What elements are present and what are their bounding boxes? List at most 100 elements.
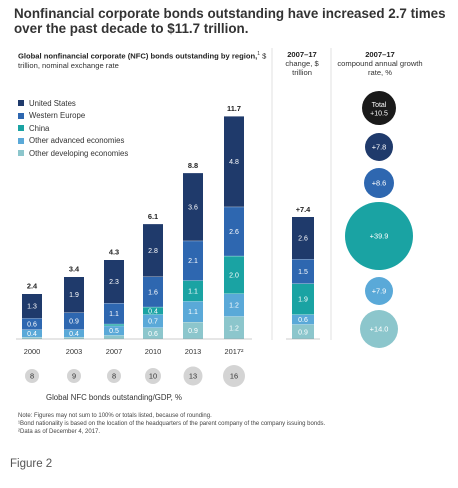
bar-segment-2017-china [224,255,244,294]
change-bar-segment-china [292,283,314,315]
legend-swatch [18,100,24,107]
note-bond-nationality: ¹Bond nationality is based on the locati… [18,420,326,427]
legend-swatch [18,125,24,132]
bar-segment-2010-western-europe [143,276,163,307]
x-tick-label-2003: 2003 [66,347,82,356]
bar-segment-2000-united-states [22,293,42,319]
growth-circle-western-europe [364,168,394,198]
growth-column-title: 2007–17 compound annual growth rate, % [330,50,430,77]
bar-segment-2003-other-advanced-economies [64,329,84,338]
legend-swatch [18,137,24,144]
segment-label-2017-united-states: 4.8 [229,159,239,166]
bar-segment-2000-other-advanced-economies [22,329,42,338]
x-tick-label-2017: 2017² [225,347,244,356]
change-column-title-rest: change, $ trillion [285,59,319,77]
segment-label-2013-western-europe: 2.1 [188,258,198,265]
bar-segment-2013-other-advanced-economies [183,301,203,322]
gdp-value-2013: 13 [189,372,197,381]
change-column-title: 2007–17 change, $ trillion [276,50,328,77]
bar-total-2003: 3.4 [69,265,80,274]
growth-circle-other-advanced-economies [365,277,393,305]
headline: Nonfinancial corporate bonds outstanding… [14,6,446,36]
note-rounding: Note: Figures may not sum to 100% or tot… [18,413,212,419]
main-chart-title-footnote: 1 [257,51,260,57]
legend-item-western-europe: Western Europe [18,110,128,123]
change-bar-segment-other-advanced-economies [292,314,314,325]
segment-label-2003-united-states: 1.9 [69,292,79,299]
growth-value-china: +39.9 [370,232,389,241]
growth-value-other-advanced-economies: +7.9 [372,287,387,296]
segment-label-2013-other-developing-economies: 0.9 [188,328,198,335]
bar-segment-2003-united-states [64,276,84,313]
growth-value-other-developing-economies: +14.0 [370,325,389,334]
gdp-circle-2007 [107,369,121,383]
note-data-date: ²Data as of December 4, 2017. [18,428,101,435]
growth-value-western-europe: +8.6 [372,179,387,188]
segment-label-2000-western-europe: 0.6 [27,321,37,328]
legend: United States Western Europe China Other ad… [18,97,128,160]
growth-circle-united-states [365,133,393,161]
bar-segment-2017-other-advanced-economies [224,293,244,317]
segment-label-2010-china: 0.4 [148,308,158,315]
gdp-circle-2003 [67,369,81,383]
bar-total-2013: 8.8 [188,161,198,170]
segment-label-2000-other-advanced-economies: 0.4 [27,331,37,338]
change-segment-label-united-states: 2.6 [298,236,308,243]
gdp-value-2017: 16 [230,372,238,381]
legend-swatch [18,150,24,157]
segment-label-2017-other-developing-economies: 1.2 [229,325,239,332]
legend-label: China [29,123,50,133]
growth-value-united-states: +7.8 [372,143,387,152]
gdp-circle-2013 [183,366,203,386]
bar-segment-2017-western-europe [224,206,244,256]
bar-segment-2010-other-advanced-economies [143,314,163,328]
bar-segment-2017-united-states [224,116,244,207]
segment-label-2010-united-states: 2.8 [148,248,158,255]
segment-label-2007-united-states: 2.3 [109,279,119,286]
bar-segment-2007-china [104,323,124,326]
segment-label-2010-western-europe: 1.6 [148,289,158,296]
bar-total-2010: 6.1 [148,212,158,221]
growth-circle-total [362,91,396,125]
growth-column-title-bold: 2007–17 [365,50,395,59]
growth-circle-china [345,202,413,270]
gdp-value-2010: 10 [149,372,157,381]
bar-segment-2013-western-europe [183,240,203,281]
change-column-title-bold: 2007–17 [287,50,317,59]
growth-value-total: +10.5 [370,111,388,118]
segment-label-2017-other-advanced-economies: 1.2 [229,303,239,310]
legend-label: United States [29,98,76,108]
legend-label: Western Europe [29,111,86,121]
x-tick-label-2010: 2010 [145,347,161,356]
segment-label-2003-other-advanced-economies: 0.4 [69,331,79,338]
bar-segment-2000-western-europe [22,318,42,330]
change-segment-label-china: 1.9 [298,297,308,304]
legend-item-other-advanced-economies: Other advanced economies [18,135,128,148]
change-bar-segment-western-europe [292,259,314,284]
legend-item-china: China [18,122,128,135]
segment-label-2000-united-states: 1.3 [27,304,37,311]
gdp-value-2007: 8 [112,372,116,381]
change-bar-segment-other-developing-economies [292,324,314,339]
legend-label: Other developing economies [29,148,129,158]
segment-label-2017-china: 2.0 [229,272,239,279]
bar-segment-2003-western-europe [64,312,84,330]
x-tick-label-2007: 2007 [106,347,122,356]
bar-segment-2010-other-developing-economies [143,327,163,339]
legend-label: Other advanced economies [29,136,125,146]
change-total-label: +7.4 [296,205,311,214]
figure-label: Figure 2 [10,458,53,470]
segment-label-2010-other-advanced-economies: 0.7 [148,319,158,326]
main-chart-title: Global nonfinancial corporate (NFC) bond… [18,50,278,71]
segment-label-2007-western-europe: 1.1 [109,311,119,318]
bar-segment-2007-other-advanced-economies [104,325,124,336]
bar-segment-2017-other-developing-economies [224,316,244,339]
gdp-circle-2010 [145,368,161,384]
segment-label-2013-united-states: 3.6 [188,204,198,211]
main-chart-title-bold: Global nonfinancial corporate (NFC) bond… [18,51,258,61]
main-chart-title-unit: $ trillion, nominal exchange rate [18,51,267,71]
legend-item-united-states: United States [18,97,128,110]
legend-item-other-developing-economies: Other developing economies [18,147,128,160]
growth-circle-other-developing-economies [360,310,398,348]
bar-segment-2007-united-states [104,259,124,304]
